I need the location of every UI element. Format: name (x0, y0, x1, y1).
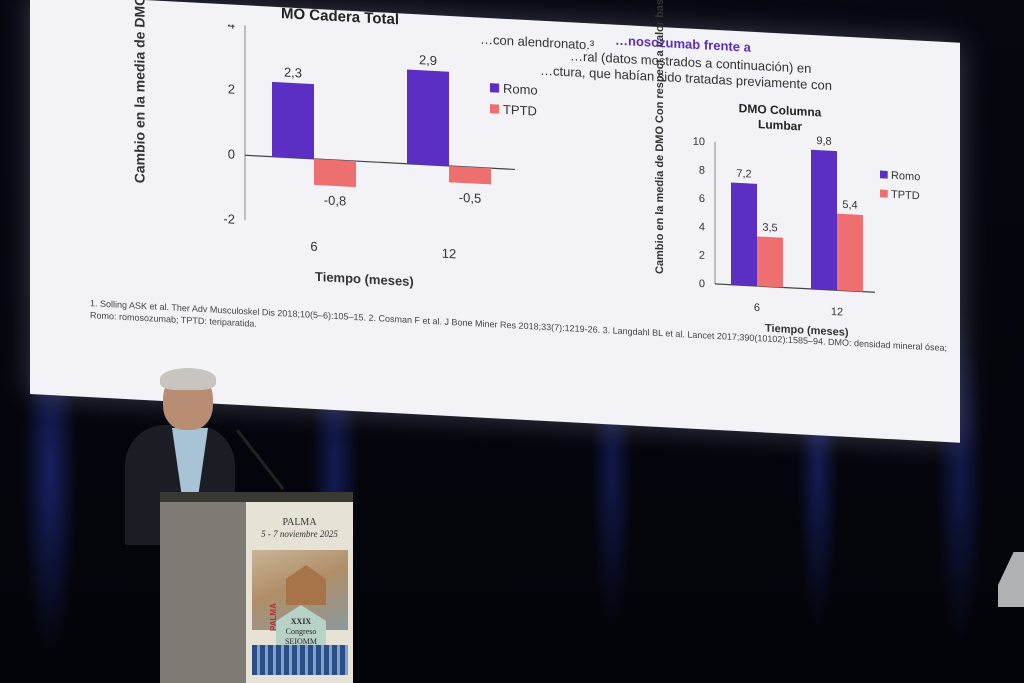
chart-2-legend-swatch-tptd (880, 189, 888, 198)
chart-1-bar-tptd-6 (314, 158, 356, 188)
podium-front: PALMA 5 - 7 noviembre 2025 XXIX Congreso… (246, 495, 353, 683)
podium-edition: XXIX (290, 617, 312, 626)
speaker-hair (160, 368, 216, 390)
chart-2-ytick-label: 2 (699, 250, 705, 262)
chart-2-legend-label: TPTD (891, 189, 920, 202)
chart-2-data-label: 7,2 (736, 168, 751, 181)
chart-1-ytick-label: -2 (223, 211, 235, 227)
chart-1-xlabel: Tiempo (meses) (315, 268, 414, 290)
chart-1-plot: 4 2 0 -2 2,3 -0,8 6 2,9 -0,5 12 Romo TPTD (223, 23, 538, 262)
chart-2-bar-tptd-6 (757, 236, 783, 288)
chart-2-legend-swatch-romo (880, 170, 888, 179)
projection-screen: …nosozumab frente a …ral (datos mostrado… (30, 0, 960, 443)
podium-dates: 5 - 7 noviembre 2025 (261, 529, 338, 539)
chart-1-ylabel: Cambio en la media de DMO Con respect a … (132, 0, 149, 184)
chart-1-ytick-label: 2 (228, 81, 235, 96)
chart-1-data-label: 2,9 (419, 52, 437, 68)
chart-2-xtick-label: 6 (754, 302, 760, 314)
podium-top (160, 492, 353, 502)
chart-2-plot: 10 8 6 4 2 0 7,2 3,5 6 9,8 5,4 12 Romo TPTD (693, 135, 921, 319)
chart-2-ytick-label: 0 (699, 278, 705, 290)
chart-1-bar-romo-6 (272, 81, 314, 159)
chart-2-bar-tptd-12 (837, 213, 863, 292)
chart-1-data-label: -0,8 (324, 192, 346, 208)
chart-1-legend-swatch-romo (490, 83, 500, 93)
chart-2-ytick-label: 6 (699, 193, 705, 205)
podium-side-text: PALMA (269, 603, 278, 631)
chart-1-data-label: 2,3 (284, 65, 302, 81)
chart-1-bar-tptd-12 (449, 165, 491, 185)
chart-2-ytick-label: 8 (699, 164, 705, 176)
chart-2-ylabel: Cambio en la media de DMO Con respect a … (654, 0, 666, 275)
podium-congress: Congreso (285, 627, 317, 636)
chart-2-bar-romo-12 (811, 149, 837, 291)
chart-2-ytick-label: 10 (693, 136, 705, 149)
chart-1-xtick-label: 6 (310, 239, 317, 254)
chart-1-ytick-label: 0 (228, 146, 235, 161)
podium-city: PALMA (282, 517, 317, 528)
podium-side (160, 500, 248, 683)
podium-society: SEIOMM (284, 637, 317, 646)
chart-1-legend-label: Romo (503, 81, 538, 98)
chart-1-bar-romo-12 (407, 69, 449, 166)
podium-sea (252, 645, 348, 675)
chart-1-ytick-label: 4 (228, 23, 235, 32)
chart-2-legend-label: Romo (891, 170, 920, 184)
chart-2-data-label: 3,5 (762, 222, 777, 235)
chart-2-data-label: 9,8 (816, 135, 831, 148)
chart-2-ytick-label: 4 (699, 221, 705, 233)
chart-1-xtick-label: 12 (442, 246, 456, 262)
chart-2-data-label: 5,4 (842, 199, 857, 212)
chart-2-bar-romo-6 (731, 182, 757, 287)
chart-1-data-label: -0,5 (459, 190, 481, 206)
chart-1-legend-swatch-tptd (490, 104, 500, 114)
chart-2-xtick-label: 12 (831, 306, 843, 319)
chart-1-legend-label: TPTD (503, 102, 537, 119)
